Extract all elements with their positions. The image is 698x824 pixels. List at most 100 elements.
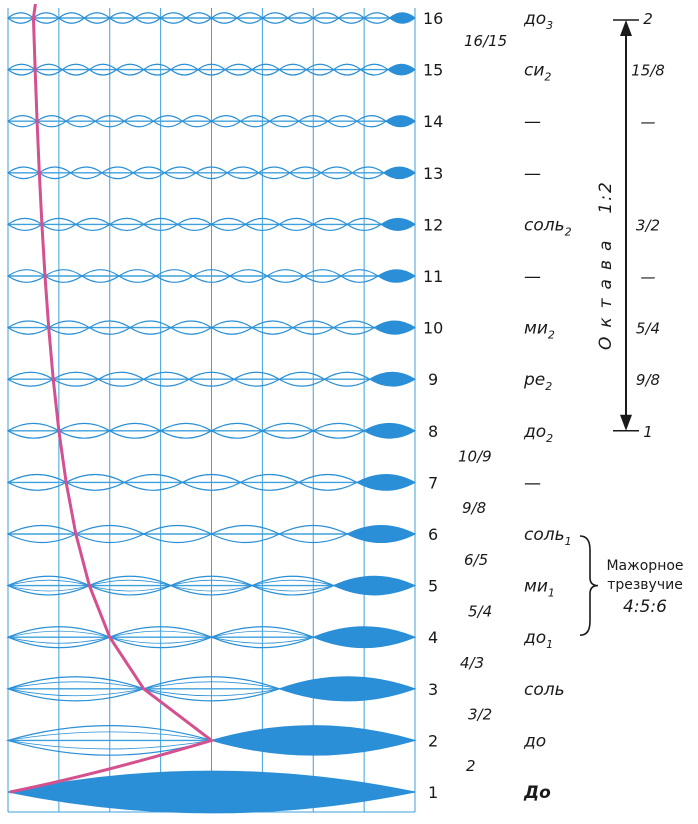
harmonic-number: 15 — [423, 61, 443, 80]
octave-subscript: 2 — [544, 71, 551, 84]
filled-loop — [332, 575, 417, 596]
note-name: ми2 — [524, 319, 555, 342]
note-text: До — [523, 783, 551, 803]
note-text: соль — [524, 215, 565, 235]
note-text: си — [524, 61, 544, 81]
octave-subscript: 1 — [548, 587, 555, 600]
interval-ratio: 2 — [466, 757, 476, 775]
note-name: До — [523, 783, 551, 803]
filled-loop — [387, 63, 416, 76]
octave-ratio: 3/2 — [636, 216, 660, 234]
octave-subscript: 1 — [546, 638, 553, 651]
octave-subscript: 2 — [548, 329, 555, 342]
filled-loop — [373, 320, 416, 335]
harmonic-number: 9 — [428, 370, 438, 389]
octave-ratio: 1 — [643, 423, 653, 441]
filled-loop — [209, 725, 417, 756]
interval-ratio: 10/9 — [458, 448, 492, 466]
filled-loop — [277, 676, 417, 702]
note-text: — — [524, 473, 541, 493]
octave-subscript: 2 — [565, 225, 572, 238]
interval-ratio: 5/4 — [468, 602, 492, 620]
interval-ratio: 16/15 — [464, 32, 507, 50]
note-text: до — [523, 731, 546, 751]
note-text: до — [523, 628, 546, 648]
octave-label: Октава 1:2 — [596, 180, 616, 350]
octave-ratio-label: 1:2 — [596, 180, 616, 213]
triad-line-3: 4:5:6 — [623, 597, 667, 617]
octave-annotation: Октава 1:2 — [596, 19, 639, 432]
filled-loop — [380, 217, 416, 231]
note-text: ми — [524, 319, 548, 339]
filled-loop — [346, 525, 417, 543]
note-name: — — [524, 473, 541, 493]
note-name: соль2 — [524, 215, 572, 238]
note-text: — — [524, 112, 541, 132]
note-name: до2 — [523, 422, 553, 445]
note-text: соль — [524, 525, 565, 545]
interval-ratio: 6/5 — [464, 551, 488, 569]
standing-waves — [5, 12, 417, 814]
filled-loop — [363, 422, 416, 439]
harmonic-number: 2 — [428, 731, 438, 750]
harmonic-number: 13 — [423, 164, 443, 183]
filled-loop — [7, 770, 416, 814]
harmonic-number: 14 — [423, 112, 443, 131]
note-text: — — [524, 267, 541, 287]
harmonic-number: 10 — [423, 319, 443, 338]
harmonic-number: 7 — [428, 473, 438, 492]
note-text: соль — [524, 680, 565, 700]
octave-ratio: — — [641, 113, 656, 131]
note-text: до — [523, 9, 546, 29]
note-name: до3 — [523, 9, 553, 32]
octave-ratio: — — [641, 268, 656, 286]
note-name: соль — [524, 680, 565, 700]
octave-title: Октава — [596, 232, 616, 350]
arrow-up-icon — [620, 20, 632, 36]
note-name: си2 — [524, 61, 551, 84]
filled-loop — [355, 474, 417, 491]
harmonic-curve — [9, 3, 215, 794]
note-name: — — [524, 164, 541, 184]
harmonic-number: 4 — [428, 628, 438, 647]
note-text: — — [524, 164, 541, 184]
triad-line-2: трезвучие — [607, 577, 683, 593]
interval-ratio: 3/2 — [468, 706, 492, 724]
note-name: до1 — [523, 628, 553, 651]
harmonic-number: 16 — [423, 9, 443, 28]
octave-ratio: 5/4 — [636, 320, 660, 338]
filled-loop — [311, 626, 417, 649]
note-text: ре — [523, 370, 545, 390]
filled-loop — [377, 269, 416, 283]
note-name: до — [523, 731, 546, 751]
harmonic-number: 6 — [428, 525, 438, 544]
harmonic-number: 11 — [423, 267, 443, 286]
harmonic-number: 5 — [428, 577, 438, 596]
octave-subscript: 2 — [545, 380, 552, 393]
triad-line-1: Мажорное — [606, 558, 683, 574]
note-text: ми — [524, 577, 548, 597]
filled-loop — [385, 115, 416, 128]
harmonic-number: 3 — [428, 680, 438, 699]
note-name: ре2 — [523, 370, 552, 393]
octave-subscript: 3 — [546, 19, 553, 32]
octave-ratio: 9/8 — [636, 371, 660, 389]
octave-subscript: 2 — [546, 432, 553, 445]
octave-ratio: 2 — [643, 10, 653, 28]
interval-ratio: 9/8 — [462, 499, 486, 517]
filled-loop — [368, 371, 416, 387]
interval-ratio: 4/3 — [460, 654, 484, 672]
note-text: до — [523, 422, 546, 442]
triad-annotation: Мажорное трезвучие 4:5:6 — [579, 535, 684, 636]
octave-subscript: 1 — [565, 535, 572, 548]
harmonic-number: 8 — [428, 422, 438, 441]
filled-loop — [382, 166, 416, 180]
octave-ratio: 15/8 — [631, 62, 665, 80]
triad-brace — [579, 535, 599, 636]
filled-loop — [388, 12, 416, 24]
note-name: — — [524, 112, 541, 132]
interval-labels: 2 3/2 4/3 5/4 6/5 9/8 10/9 16/15 — [458, 32, 507, 775]
